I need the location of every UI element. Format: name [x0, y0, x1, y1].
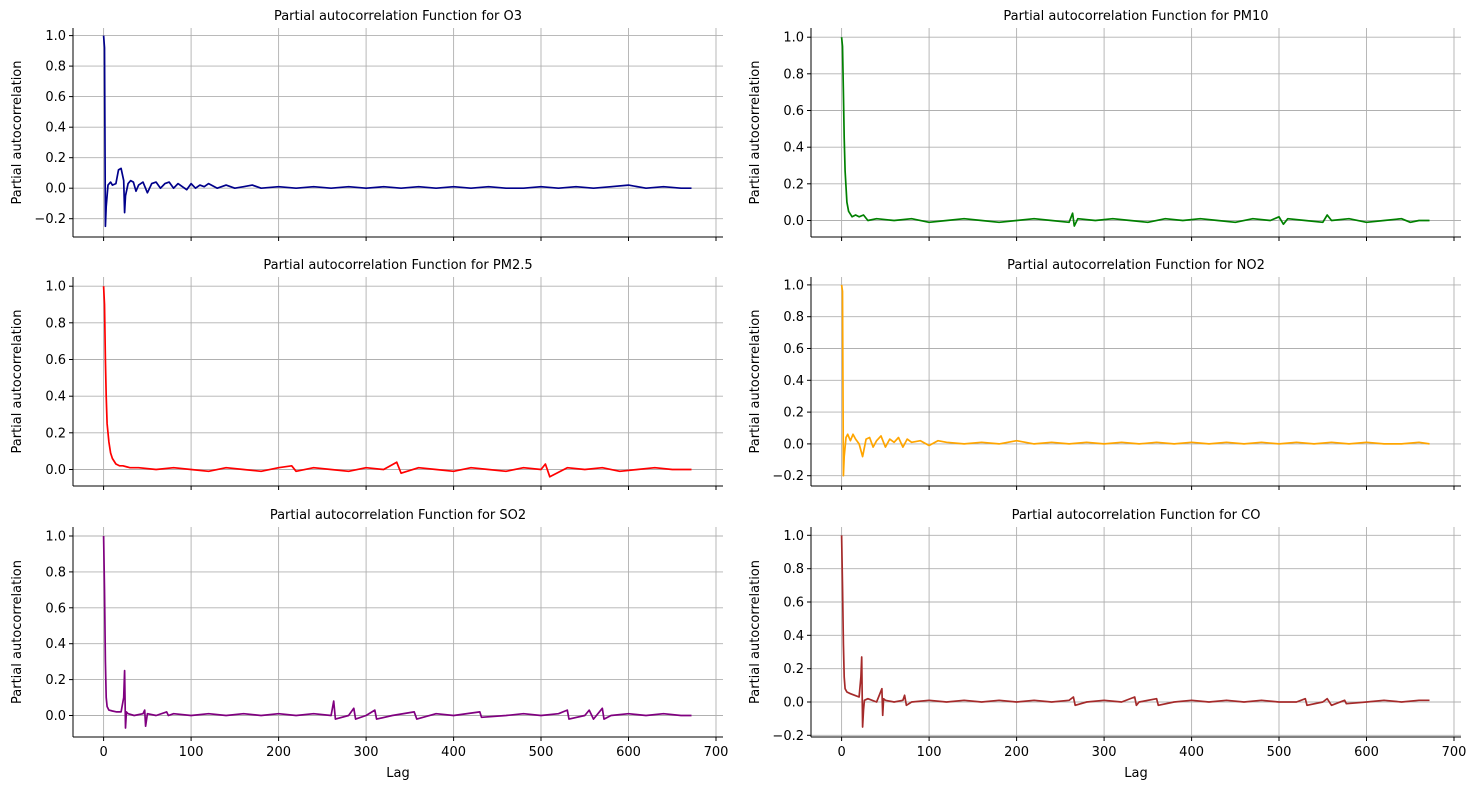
x-tick-label: 300 — [1092, 745, 1117, 760]
subplot-title: Partial autocorrelation Function for PM1… — [1003, 9, 1268, 24]
x-tick-label: 600 — [1354, 745, 1379, 760]
y-tick-label: 1.0 — [45, 29, 66, 44]
y-tick-label: 0.6 — [45, 90, 66, 105]
y-tick-label: 0.4 — [45, 637, 66, 652]
x-tick-label: 200 — [1004, 745, 1029, 760]
x-axis-label: Lag — [1124, 766, 1147, 781]
y-tick-label: 0.6 — [45, 353, 66, 368]
y-tick-label: 0.0 — [783, 437, 804, 452]
y-tick-label: 0.6 — [783, 596, 804, 611]
x-axis-label: Lag — [386, 766, 409, 781]
y-axis-label: Partial autocorrelation — [748, 61, 763, 205]
subplot-5: 0.0 0.2 0.4 0.6 0.8 1.0 0 100 200 300 400 500 600 700… — [10, 508, 728, 781]
y-tick-label: 0.8 — [45, 316, 66, 331]
y-tick-label: 0.6 — [45, 601, 66, 616]
y-tick-label: −0.2 — [772, 729, 804, 744]
x-tick-label: 200 — [266, 745, 291, 760]
y-tick-label: 0.4 — [783, 374, 804, 389]
x-tick-label: 500 — [529, 745, 554, 760]
x-tick-label: 0 — [837, 745, 845, 760]
y-tick-label: 0.8 — [45, 60, 66, 75]
pacf-line — [102, 35, 692, 228]
y-axis-label: Partial autocorrelation — [10, 560, 25, 704]
y-tick-label: −0.2 — [772, 469, 804, 484]
x-tick-label: 400 — [441, 745, 466, 760]
y-tick-label: 0.2 — [45, 673, 66, 688]
pacf-line — [840, 535, 1430, 728]
y-axis-label: Partial autocorrelation — [10, 310, 25, 454]
y-tick-label: 0.2 — [783, 177, 804, 192]
x-tick-label: 0 — [99, 745, 107, 760]
pacf-line — [840, 37, 1430, 227]
x-tick-label: 100 — [179, 745, 204, 760]
y-tick-label: 0.4 — [783, 141, 804, 156]
y-tick-label: 0.0 — [45, 709, 66, 724]
y-tick-label: 0.2 — [783, 662, 804, 677]
y-tick-label: 0.0 — [783, 214, 804, 229]
y-tick-label: 0.8 — [783, 562, 804, 577]
y-tick-label: 0.8 — [45, 565, 66, 580]
x-tick-label: 600 — [616, 745, 641, 760]
pacf-line — [102, 535, 692, 729]
x-tick-label: 700 — [1442, 745, 1467, 760]
y-tick-label: 0.4 — [45, 121, 66, 136]
y-axis-label: Partial autocorrelation — [10, 61, 25, 205]
y-tick-label: 1.0 — [783, 278, 804, 293]
y-axis-label: Partial autocorrelation — [748, 310, 763, 454]
y-tick-label: 0.2 — [783, 406, 804, 421]
y-tick-label: −0.2 — [34, 212, 66, 227]
y-tick-label: 0.4 — [783, 629, 804, 644]
y-tick-label: 1.0 — [45, 280, 66, 295]
y-tick-label: 0.2 — [45, 426, 66, 441]
y-tick-label: 0.8 — [783, 310, 804, 325]
pacf-line — [840, 284, 1430, 477]
subplot-3: 0.0 0.2 0.4 0.6 0.8 1.0 Partial autocorrelatio… — [10, 258, 723, 490]
subplot-2: 0.0 0.2 0.4 0.6 0.8 1.0 Partial autocorrelatio… — [748, 9, 1461, 241]
subplot-title: Partial autocorrelation Function for CO — [1012, 508, 1261, 523]
subplot-title: Partial autocorrelation Function for PM2… — [263, 258, 532, 273]
x-tick-label: 300 — [354, 745, 379, 760]
y-tick-label: 0.6 — [783, 104, 804, 119]
x-tick-label: 400 — [1179, 745, 1204, 760]
subplot-4: −0.2 0.0 0.2 0.4 0.6 0.8 1.0 Partial autocorrel… — [748, 258, 1461, 490]
y-tick-label: 1.0 — [783, 31, 804, 46]
y-tick-label: 0.0 — [783, 696, 804, 711]
y-tick-label: 0.4 — [45, 390, 66, 405]
pacf-line — [102, 286, 692, 478]
x-tick-label: 500 — [1267, 745, 1292, 760]
y-tick-label: 0.8 — [783, 67, 804, 82]
y-tick-label: 0.2 — [45, 151, 66, 166]
x-tick-label: 700 — [704, 745, 729, 760]
subplot-1: −0.2 0.0 0.2 0.4 0.6 0.8 1.0 Partial autocorrel… — [10, 9, 723, 241]
subplot-title: Partial autocorrelation Function for SO2 — [270, 508, 526, 523]
x-tick-label: 100 — [917, 745, 942, 760]
y-tick-label: 0.6 — [783, 342, 804, 357]
subplot-title: Partial autocorrelation Function for NO2 — [1007, 258, 1265, 273]
y-tick-label: 0.0 — [45, 182, 66, 197]
subplot-6: −0.2 0.0 0.2 0.4 0.6 0.8 1.0 0 100 200 300 400 500 60… — [748, 508, 1466, 781]
y-axis-label: Partial autocorrelation — [748, 560, 763, 704]
y-tick-label: 1.0 — [45, 530, 66, 545]
y-tick-label: 1.0 — [783, 529, 804, 544]
y-tick-label: 0.0 — [45, 463, 66, 478]
subplot-title: Partial autocorrelation Function for O3 — [274, 9, 522, 24]
